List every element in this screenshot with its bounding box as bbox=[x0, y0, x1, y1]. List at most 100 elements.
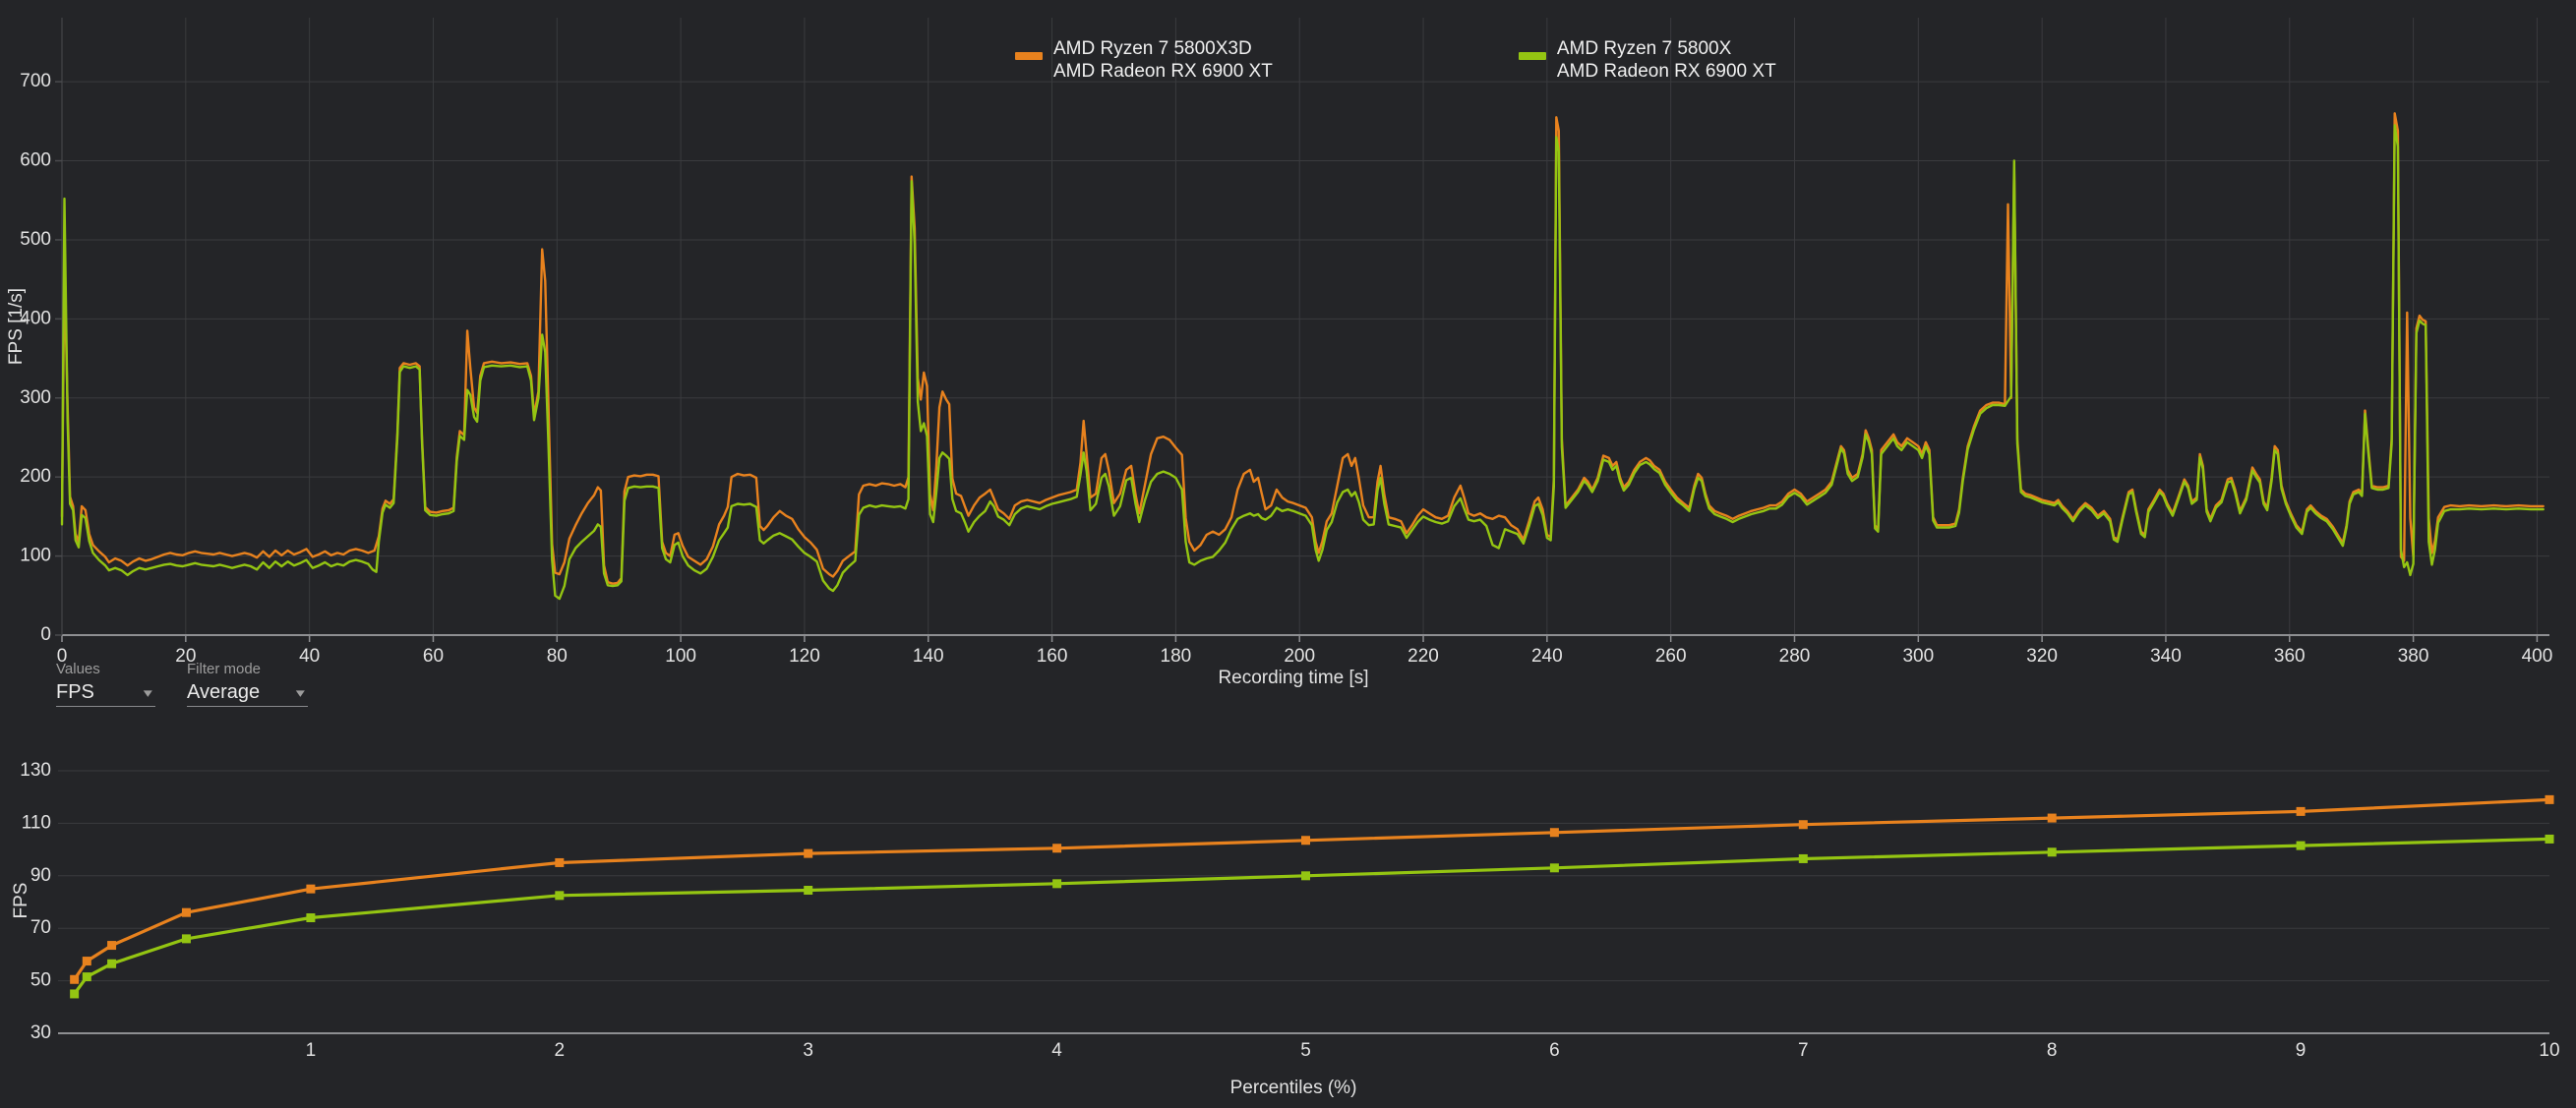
y-tick-label: 110 bbox=[22, 812, 51, 833]
y-tick-label: 300 bbox=[20, 387, 51, 408]
x-tick-label: 2 bbox=[555, 1040, 566, 1061]
data-point-marker[interactable] bbox=[107, 959, 117, 968]
legend-label: AMD Ryzen 7 5800X AMD Radeon RX 6900 XT bbox=[1557, 37, 1776, 83]
data-point-marker[interactable] bbox=[181, 934, 191, 944]
legend-gpu-line: AMD Radeon RX 6900 XT bbox=[1053, 61, 1273, 82]
x-tick-label: 9 bbox=[2296, 1040, 2306, 1061]
data-point-marker[interactable] bbox=[107, 941, 117, 951]
percentile-line-series-0[interactable] bbox=[72, 797, 2551, 981]
chart-legend: AMD Ryzen 7 5800X3D AMD Radeon RX 6900 X… bbox=[1015, 37, 1776, 83]
x-tick-label: 160 bbox=[1037, 646, 1068, 667]
x-tick-label: 4 bbox=[1051, 1040, 1062, 1061]
y-tick-label: 50 bbox=[30, 970, 51, 991]
x-tick-label: 240 bbox=[1531, 646, 1563, 667]
data-point-marker[interactable] bbox=[1549, 863, 1559, 873]
x-tick-label: 80 bbox=[547, 646, 568, 667]
data-point-marker[interactable] bbox=[82, 957, 91, 966]
y-tick-label: 200 bbox=[20, 466, 51, 487]
x-tick-label: 0 bbox=[57, 646, 68, 667]
data-point-marker[interactable] bbox=[1052, 844, 1062, 853]
y-tick-label: 100 bbox=[20, 546, 51, 566]
y-tick-label: 90 bbox=[30, 865, 51, 886]
x-tick-label: 10 bbox=[2539, 1040, 2559, 1061]
green-series-swatch-icon bbox=[1518, 52, 1546, 60]
x-tick-label: 8 bbox=[2047, 1040, 2058, 1061]
legend-cpu-line: AMD Ryzen 7 5800X bbox=[1556, 38, 1732, 59]
data-point-marker[interactable] bbox=[2545, 834, 2554, 844]
data-point-marker[interactable] bbox=[2296, 806, 2306, 816]
data-point-marker[interactable] bbox=[1301, 871, 1310, 881]
data-point-marker[interactable] bbox=[181, 907, 191, 917]
y-tick-label: 0 bbox=[40, 624, 51, 645]
chevron-down-icon[interactable]: ▾ bbox=[144, 684, 153, 700]
data-point-marker[interactable] bbox=[2047, 813, 2057, 823]
x-tick-label: 5 bbox=[1300, 1040, 1311, 1061]
x-tick-label: 100 bbox=[665, 646, 696, 667]
data-point-marker[interactable] bbox=[82, 972, 91, 982]
data-point-marker[interactable] bbox=[1798, 853, 1808, 863]
legend-entry-5800x[interactable]: AMD Ryzen 7 5800X AMD Radeon RX 6900 XT bbox=[1518, 37, 1776, 83]
x-tick-label: 360 bbox=[2274, 646, 2306, 667]
y-tick-label: 30 bbox=[30, 1022, 51, 1043]
data-point-marker[interactable] bbox=[804, 848, 813, 858]
data-point-marker[interactable] bbox=[2296, 841, 2306, 850]
data-point-marker[interactable] bbox=[306, 913, 316, 923]
data-point-marker[interactable] bbox=[2047, 847, 2057, 857]
data-point-marker[interactable] bbox=[306, 884, 316, 894]
data-point-marker[interactable] bbox=[555, 857, 565, 867]
x-tick-label: 200 bbox=[1284, 646, 1315, 667]
legend-gpu-line: AMD Radeon RX 6900 XT bbox=[1556, 61, 1776, 82]
filter-mode-dropdown-underline bbox=[187, 706, 308, 707]
data-point-marker[interactable] bbox=[1052, 879, 1062, 889]
legend-cpu-line: AMD Ryzen 7 5800X3D bbox=[1053, 38, 1252, 59]
y-tick-label: 130 bbox=[20, 760, 51, 781]
x-tick-label: 300 bbox=[1902, 646, 1934, 667]
filter-mode-dropdown-selected[interactable]: Average bbox=[187, 681, 261, 703]
fps-line-series-1[interactable] bbox=[60, 124, 2545, 601]
x-tick-label: 340 bbox=[2150, 646, 2182, 667]
x-tick-label: 1 bbox=[306, 1040, 317, 1061]
x-tick-label: 140 bbox=[913, 646, 944, 667]
x-tick-label: 40 bbox=[299, 646, 320, 667]
x-tick-label: 60 bbox=[423, 646, 444, 667]
percentile-line-series-1[interactable] bbox=[72, 837, 2551, 996]
y-axis-title: FPS [1/s] bbox=[6, 288, 27, 365]
data-point-marker[interactable] bbox=[70, 989, 80, 999]
data-point-marker[interactable] bbox=[555, 891, 565, 901]
y-axis-title: FPS bbox=[11, 883, 31, 919]
x-tick-label: 400 bbox=[2522, 646, 2553, 667]
x-tick-label: 320 bbox=[2026, 646, 2058, 667]
data-point-marker[interactable] bbox=[1301, 836, 1310, 846]
data-point-marker[interactable] bbox=[1549, 828, 1559, 838]
data-point-marker[interactable] bbox=[70, 974, 80, 984]
y-tick-label: 400 bbox=[20, 308, 51, 328]
data-point-marker[interactable] bbox=[804, 885, 813, 895]
x-tick-label: 180 bbox=[1161, 646, 1192, 667]
x-axis-title: Percentiles (%) bbox=[1230, 1078, 1357, 1098]
values-dropdown-underline bbox=[56, 706, 155, 707]
x-tick-label: 260 bbox=[1655, 646, 1687, 667]
x-tick-label: 20 bbox=[175, 646, 196, 667]
values-dropdown-selected[interactable]: FPS bbox=[56, 681, 94, 703]
x-tick-label: 380 bbox=[2398, 646, 2429, 667]
x-tick-label: 120 bbox=[789, 646, 820, 667]
y-tick-label: 500 bbox=[20, 229, 51, 250]
orange-series-swatch-icon bbox=[1015, 52, 1043, 60]
legend-entry-5800x3d[interactable]: AMD Ryzen 7 5800X3D AMD Radeon RX 6900 X… bbox=[1015, 37, 1273, 83]
y-tick-label: 600 bbox=[20, 150, 51, 171]
data-point-marker[interactable] bbox=[2545, 794, 2554, 804]
x-axis-title: Recording time [s] bbox=[1218, 668, 1368, 688]
x-tick-label: 220 bbox=[1408, 646, 1439, 667]
x-tick-label: 7 bbox=[1798, 1040, 1809, 1061]
values-dropdown-label: Values bbox=[56, 661, 100, 677]
data-point-marker[interactable] bbox=[1798, 820, 1808, 830]
values-dropdown[interactable]: Values FPS ▾ bbox=[56, 661, 155, 707]
filter-mode-dropdown[interactable]: Filter mode Average ▾ bbox=[187, 661, 308, 707]
legend-label: AMD Ryzen 7 5800X3D AMD Radeon RX 6900 X… bbox=[1053, 37, 1273, 83]
x-tick-label: 6 bbox=[1549, 1040, 1560, 1061]
chevron-down-icon[interactable]: ▾ bbox=[296, 684, 306, 700]
x-tick-label: 280 bbox=[1779, 646, 1811, 667]
y-tick-label: 700 bbox=[20, 71, 51, 91]
